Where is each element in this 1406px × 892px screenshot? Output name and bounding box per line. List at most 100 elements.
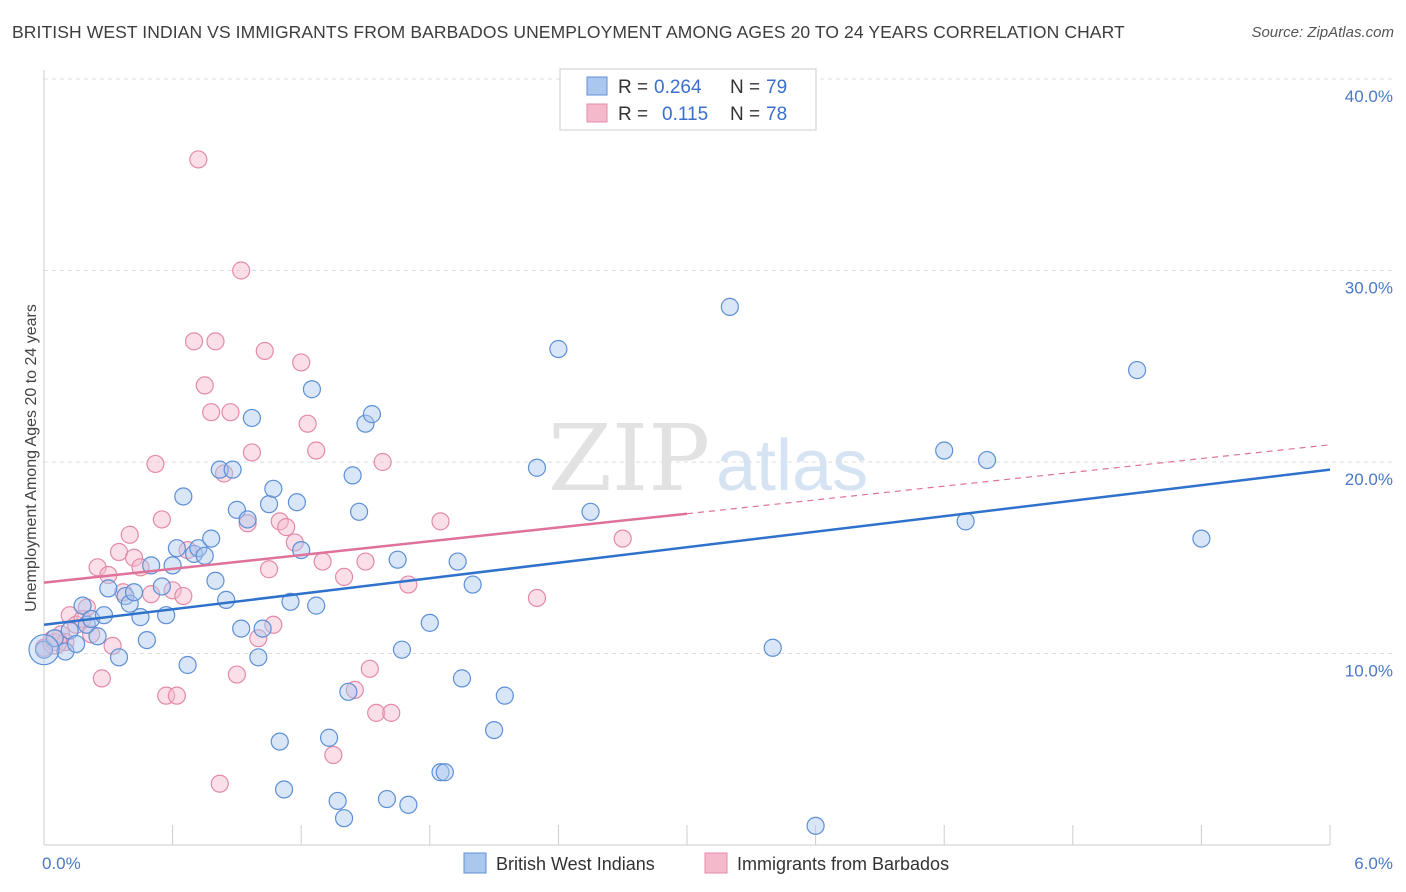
data-point <box>399 575 418 594</box>
data-point <box>227 665 246 684</box>
data-point <box>174 586 193 606</box>
legend-r-label: R = <box>618 77 648 98</box>
x-tick-labels: 0.0% 6.0% <box>42 854 1393 873</box>
data-point <box>152 577 171 596</box>
data-point <box>274 780 294 799</box>
data-point <box>356 552 375 571</box>
trend-lines <box>43 444 1331 627</box>
y-tick-label: 20.0% <box>1345 470 1393 489</box>
data-point <box>206 571 225 590</box>
legend-n-value: 78 <box>766 104 787 125</box>
data-point <box>977 450 997 470</box>
data-point <box>238 510 257 529</box>
data-point <box>287 493 307 512</box>
data-point <box>549 339 568 359</box>
data-point <box>124 583 144 602</box>
data-point <box>259 560 279 579</box>
watermark-atlas: atlas <box>716 426 868 506</box>
bottom-legend: British West Indians Immigrants from Bar… <box>463 852 949 874</box>
data-point <box>195 546 214 565</box>
legend-n-label: N = <box>730 77 760 98</box>
data-point <box>232 261 251 280</box>
data-point <box>339 682 358 701</box>
legend-n-value: 79 <box>766 77 787 98</box>
data-point <box>806 816 825 835</box>
y-tick-label: 30.0% <box>1345 279 1393 298</box>
data-point <box>103 636 122 655</box>
data-point <box>452 669 472 688</box>
data-point <box>392 640 412 659</box>
data-point <box>495 686 514 705</box>
trend-line-blue <box>43 468 1331 627</box>
data-point <box>109 648 129 667</box>
watermark: ZIP atlas <box>548 405 868 512</box>
data-point <box>206 332 225 351</box>
data-point <box>264 479 283 498</box>
data-point <box>210 774 229 793</box>
data-point <box>210 460 229 479</box>
bottom-legend-swatch-pink <box>704 852 728 874</box>
data-point <box>935 441 954 460</box>
source-label: Source: ZipAtlas.com <box>1251 24 1394 41</box>
series-immigrants-from-barbados <box>34 150 632 793</box>
data-point <box>167 539 186 558</box>
bottom-legend-swatch-blue <box>463 852 487 874</box>
data-point <box>319 728 339 747</box>
data-point <box>73 596 92 615</box>
data-point <box>362 405 382 424</box>
bottom-legend-label-pink: Immigrants from Barbados <box>737 854 949 874</box>
data-point <box>334 809 354 828</box>
data-point-cluster <box>28 634 60 666</box>
data-point <box>343 466 362 485</box>
legend-n-label: N = <box>730 104 760 125</box>
data-point <box>399 795 418 814</box>
data-point <box>527 588 547 608</box>
legend: R = 0.264 N = 79 R = 0.115 N = 78 <box>559 68 817 131</box>
data-point <box>298 414 317 433</box>
data-point <box>356 414 375 433</box>
x-tick-label-min: 0.0% <box>42 854 81 873</box>
legend-swatch-blue <box>586 76 608 96</box>
data-point <box>67 634 86 654</box>
legend-r-value: 0.264 <box>654 77 702 98</box>
data-point <box>195 376 214 395</box>
data-point <box>307 596 326 615</box>
data-point <box>448 552 467 571</box>
data-point <box>270 732 289 751</box>
data-point <box>360 659 379 678</box>
data-point <box>82 625 101 644</box>
data-point <box>174 487 193 506</box>
data-point <box>431 512 450 531</box>
data-point <box>382 703 401 722</box>
data-point <box>167 686 186 705</box>
data-point <box>163 556 182 575</box>
bottom-legend-label-blue: British West Indians <box>496 854 655 874</box>
legend-r-label: R = <box>618 104 648 125</box>
data-point <box>259 495 279 514</box>
data-point <box>324 745 343 765</box>
x-tick-label-max: 6.0% <box>1354 854 1393 873</box>
data-point <box>242 408 262 428</box>
data-point <box>334 567 354 587</box>
data-point <box>202 529 221 548</box>
data-point <box>1192 529 1211 548</box>
data-point <box>281 592 300 611</box>
data-point <box>613 529 632 548</box>
data-point <box>34 640 54 659</box>
data-point <box>581 502 600 521</box>
trend-line-pink <box>43 512 688 584</box>
data-point <box>367 703 386 722</box>
data-point <box>238 514 257 533</box>
data-point <box>463 575 482 594</box>
data-point <box>485 720 504 740</box>
data-point <box>88 627 107 646</box>
trend-line-pink-dashed <box>686 444 1331 515</box>
data-point <box>377 789 397 809</box>
data-point <box>328 791 347 811</box>
data-point <box>152 510 171 529</box>
data-point <box>146 454 165 474</box>
data-point <box>92 669 111 688</box>
legend-swatch-pink <box>586 103 608 123</box>
data-point <box>302 380 322 399</box>
